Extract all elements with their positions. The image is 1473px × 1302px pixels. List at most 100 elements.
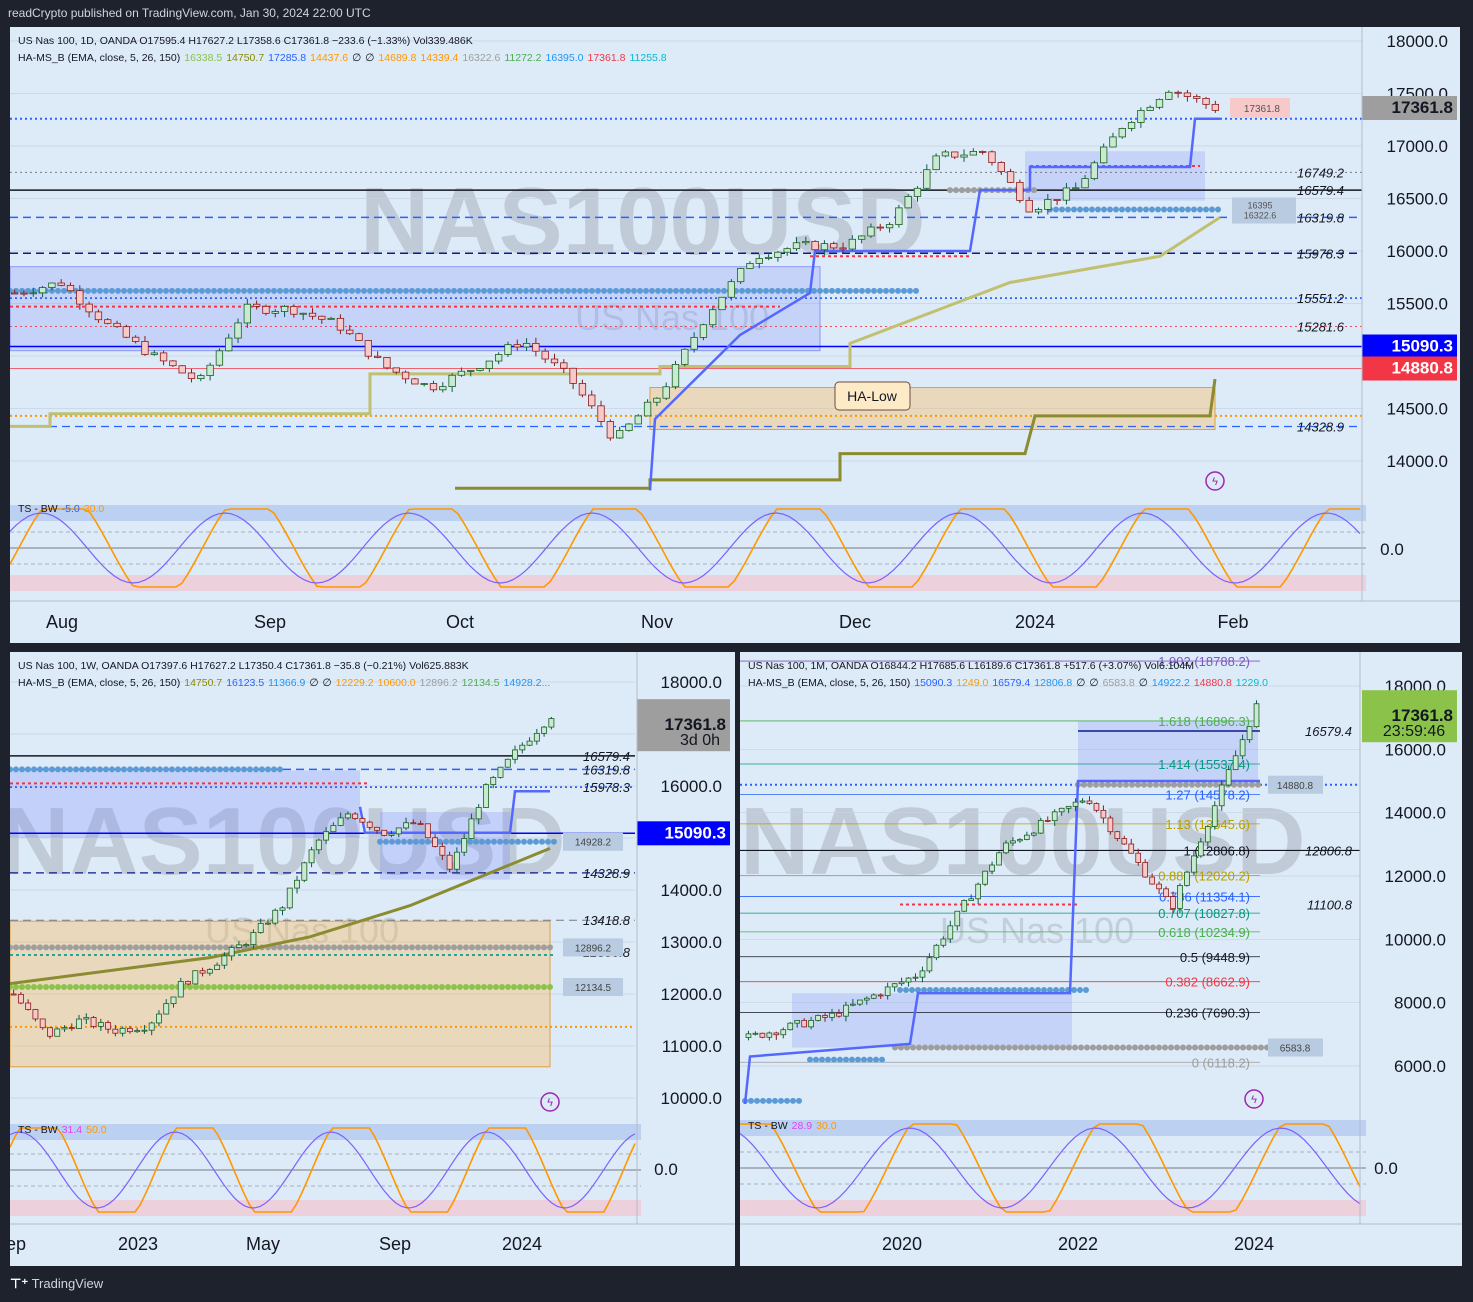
green-dots bbox=[547, 984, 553, 991]
daily-oscillator-legend[interactable]: TS - BW -5.0 30.0 bbox=[18, 503, 108, 515]
weekly-candle bbox=[519, 744, 526, 751]
time-axis-label: Oct bbox=[446, 612, 474, 632]
support-dots bbox=[855, 1056, 861, 1063]
support-dots bbox=[709, 287, 715, 294]
mark-bg bbox=[1232, 197, 1296, 224]
price-axis-label: 16500.0 bbox=[1387, 190, 1448, 209]
tradingview-logo[interactable]: ⊤⁺ TradingView bbox=[10, 1276, 103, 1292]
support-dots bbox=[509, 838, 515, 845]
weekly-candle bbox=[439, 846, 446, 856]
time-axis-label: Sep bbox=[379, 1234, 411, 1254]
support-dots bbox=[31, 766, 37, 773]
support-dots bbox=[403, 287, 409, 294]
monthly-candle bbox=[759, 1032, 766, 1038]
daily-candle bbox=[1016, 181, 1024, 201]
blue-price-label-bg bbox=[1362, 334, 1457, 359]
fib-label: 0 (6118.2) bbox=[1192, 1055, 1250, 1070]
support-dots bbox=[999, 987, 1005, 993]
green-dots bbox=[133, 984, 139, 991]
monthly-candle bbox=[815, 1015, 821, 1021]
monthly-candle bbox=[996, 852, 1002, 866]
mid-dots bbox=[959, 187, 965, 194]
support-dots bbox=[1125, 206, 1131, 213]
support-dots bbox=[867, 1056, 873, 1063]
support-dots bbox=[121, 287, 127, 294]
weekly-oscillator-legend[interactable]: TS - BW 31.4 50.0 bbox=[18, 1124, 111, 1136]
support-dots bbox=[913, 287, 919, 294]
support-dots bbox=[467, 838, 473, 845]
support-dots bbox=[277, 287, 283, 294]
mid-dots bbox=[1114, 1044, 1120, 1051]
daily-candle bbox=[1127, 122, 1136, 129]
lightning-glyph: ϟ bbox=[1251, 1094, 1257, 1106]
support-dots bbox=[933, 987, 939, 993]
daily-indicator-legend[interactable]: HA-MS_B (EMA, close, 5, 26, 150) 16338.5 1… bbox=[18, 52, 675, 64]
daily-candle bbox=[932, 155, 940, 171]
monthly-chart-panel[interactable]: NAS100USD US Nas 100 18000.0 16000.0 14000… bbox=[740, 652, 1462, 1266]
mid-dots bbox=[277, 944, 283, 951]
support-dots bbox=[1005, 987, 1011, 993]
support-dots bbox=[511, 287, 517, 294]
daily-candle bbox=[476, 368, 484, 371]
daily-candle bbox=[206, 364, 214, 376]
mid-dots bbox=[1195, 781, 1201, 788]
indicator-value: 14339.4 bbox=[420, 52, 459, 64]
mid-dots bbox=[415, 944, 421, 951]
monthly-indicator-legend[interactable]: HA-MS_B (EMA, close, 5, 26, 150) 15090.3 1… bbox=[748, 677, 1276, 689]
price-axis-label: 10000.0 bbox=[1385, 930, 1446, 949]
weekly-candle bbox=[388, 833, 395, 836]
support-dots bbox=[373, 287, 379, 294]
weekly-chart-panel[interactable]: NAS100USD US Nas 100 18000.017000.016000… bbox=[10, 652, 735, 1266]
daily-candle bbox=[159, 352, 168, 362]
level-label: 15978.3 bbox=[583, 780, 631, 795]
support-dots bbox=[835, 287, 841, 294]
mid-dots bbox=[958, 1044, 964, 1051]
green-dots bbox=[163, 984, 169, 991]
daily-candle bbox=[318, 315, 326, 320]
daily-chart-panel[interactable]: NAS100USD US Nas 100 18000.017500.017000… bbox=[10, 27, 1460, 643]
green-dots bbox=[541, 984, 547, 991]
mid-dots bbox=[1216, 1044, 1222, 1051]
daily-candle bbox=[671, 363, 680, 388]
mid-dots bbox=[1081, 781, 1087, 788]
green-dots bbox=[499, 984, 505, 991]
indicator-value: ∅ bbox=[1076, 677, 1086, 689]
mid-dots bbox=[67, 944, 73, 951]
daily-candle bbox=[1109, 136, 1117, 148]
support-dots bbox=[175, 766, 181, 773]
support-dots bbox=[951, 987, 957, 993]
lightning-icon bbox=[1244, 1089, 1264, 1109]
weekly-candle bbox=[301, 862, 308, 881]
price-axis-label: 16000.0 bbox=[661, 777, 722, 796]
monthly-oscillator-legend[interactable]: TS - BW 28.9 30.0 bbox=[748, 1120, 841, 1132]
weekly-indicator-legend[interactable]: HA-MS_B (EMA, close, 5, 26, 150) 14750.7 1… bbox=[18, 677, 558, 689]
weekly-candle bbox=[10, 993, 17, 996]
price-axis-label: 12000.0 bbox=[661, 985, 722, 1004]
time-axis-label: ep bbox=[10, 1234, 26, 1254]
support-dots bbox=[523, 287, 529, 294]
support-dots bbox=[1023, 987, 1029, 993]
green-dots bbox=[37, 984, 43, 991]
mid-dots bbox=[1165, 781, 1171, 788]
support-dots bbox=[97, 287, 103, 294]
green-dots bbox=[385, 984, 391, 991]
support-dots bbox=[31, 287, 37, 294]
mid-dots bbox=[1036, 1044, 1042, 1051]
mid-dots bbox=[487, 944, 493, 951]
mid-dots bbox=[1105, 781, 1111, 788]
daily-candle bbox=[848, 238, 857, 250]
weekly-candle bbox=[483, 784, 489, 808]
support-dots bbox=[367, 287, 373, 294]
weekly-candle bbox=[352, 813, 359, 819]
monthly-candle bbox=[808, 1019, 814, 1028]
support-dots bbox=[1119, 206, 1125, 213]
osc-zero-label: 0.0 bbox=[1380, 540, 1404, 559]
support-dots bbox=[1137, 206, 1143, 213]
green-dots bbox=[439, 984, 445, 991]
support-dots bbox=[217, 287, 223, 294]
fib-label: 0.236 (7690.3) bbox=[1165, 1005, 1250, 1020]
support-dots bbox=[1101, 206, 1107, 213]
support-dots bbox=[205, 287, 211, 294]
daily-candle bbox=[29, 292, 37, 295]
daily-candle bbox=[494, 354, 503, 362]
